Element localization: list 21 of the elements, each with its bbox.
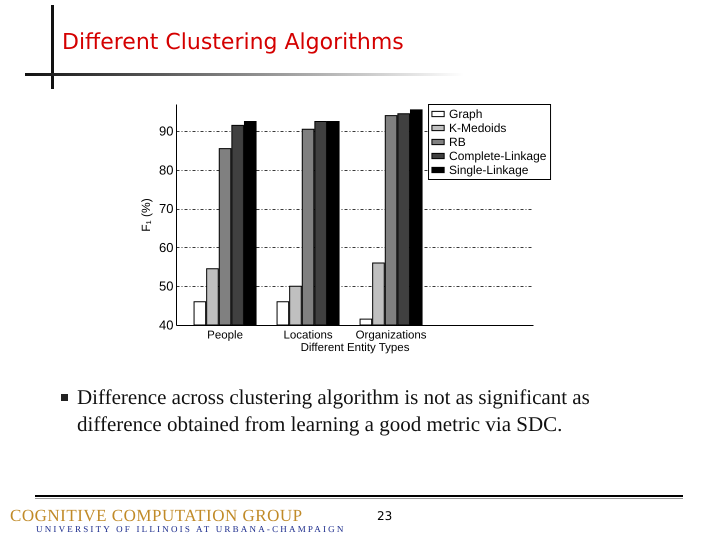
legend-label: K-Medoids	[449, 121, 506, 135]
legend-label: Single-Linkage	[449, 163, 529, 177]
y-axis-title: F₁ (%)	[139, 198, 154, 232]
x-tick-label: Organizations	[356, 330, 427, 342]
x-axis-title: Different Entity Types	[300, 342, 410, 354]
legend-label: Graph	[449, 107, 482, 121]
legend-label: Complete-Linkage	[449, 149, 547, 163]
text: UNIVERSITY OF ILLINOIS AT URBANA-CHAMPAIGN	[36, 524, 346, 534]
text: Difference across clustering algorithm is not as significant as difference obtained from learning a good metric via SDC.	[77, 384, 591, 438]
y-tick-label: 70	[159, 201, 174, 216]
text: COGNITIVE COMPUTATION GROUP	[10, 506, 303, 526]
y-tick-label: 50	[159, 278, 174, 294]
y-tick-label: 40	[159, 318, 174, 332]
y-tick-label: 80	[159, 162, 174, 178]
x-tick-label: Locations	[283, 330, 333, 342]
chart-title: Different Clustering Algorithms	[62, 30, 404, 55]
x-tick-label: People	[207, 330, 243, 342]
text: 23	[377, 509, 392, 523]
y-tick-label: 60	[159, 240, 174, 255]
y-tick-label: 90	[159, 124, 174, 139]
legend-label: RB	[449, 135, 466, 149]
